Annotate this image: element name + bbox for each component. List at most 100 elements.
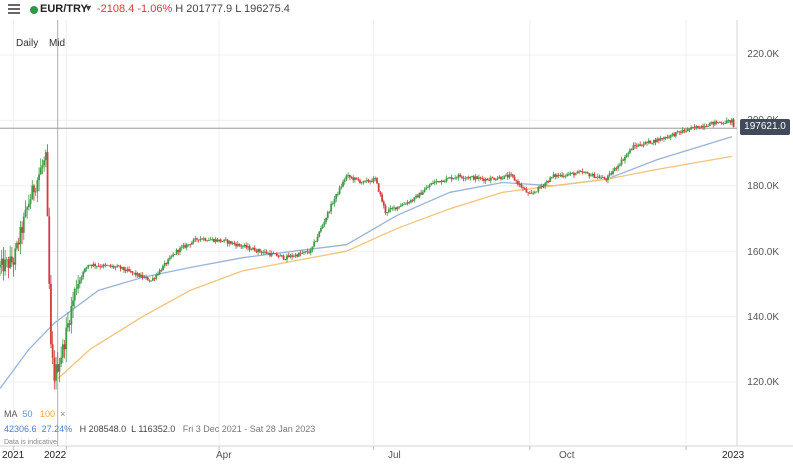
ma-period-slow[interactable]: 100 bbox=[40, 409, 56, 419]
candle-body bbox=[150, 280, 153, 282]
candle-body bbox=[48, 216, 51, 284]
candle-body bbox=[348, 175, 351, 178]
candle-body bbox=[605, 178, 608, 181]
candle-body bbox=[535, 191, 538, 193]
candle-body bbox=[579, 171, 582, 173]
candle-body bbox=[642, 144, 645, 146]
candle-body bbox=[722, 123, 725, 125]
candle-body bbox=[68, 323, 71, 325]
candle-body bbox=[471, 176, 473, 178]
candle-body bbox=[634, 145, 637, 146]
candle-body bbox=[455, 177, 458, 179]
candle-body bbox=[556, 174, 558, 177]
candle-body bbox=[729, 120, 732, 123]
candle-body bbox=[31, 185, 34, 200]
candle-body bbox=[607, 175, 609, 181]
y-tick-label: 120.0K bbox=[747, 377, 779, 388]
candle-body bbox=[528, 192, 531, 194]
candle-body bbox=[258, 249, 261, 252]
candle-body bbox=[610, 173, 613, 175]
candle-body bbox=[175, 249, 178, 255]
candle-body bbox=[656, 138, 659, 143]
candle-body bbox=[10, 256, 13, 263]
candle-body bbox=[654, 139, 657, 143]
candle-body bbox=[123, 267, 125, 271]
timeframe-daily[interactable]: Daily bbox=[16, 38, 39, 49]
candle-body bbox=[153, 278, 156, 279]
candle-body bbox=[659, 138, 662, 141]
candle-body bbox=[218, 239, 220, 242]
candle-body bbox=[29, 199, 32, 204]
candle-body bbox=[119, 266, 122, 269]
candle-body bbox=[715, 121, 718, 124]
candle-body bbox=[647, 140, 650, 143]
menu-icon[interactable] bbox=[8, 4, 20, 14]
candle-body bbox=[489, 177, 492, 181]
x-tick-label: Jul bbox=[388, 450, 401, 461]
candle-body bbox=[106, 265, 108, 266]
candle-body bbox=[683, 130, 686, 132]
candle-body bbox=[581, 171, 584, 173]
candle-body bbox=[328, 211, 331, 213]
candle-body bbox=[618, 164, 621, 166]
price-change-pct: -1.06% bbox=[137, 3, 173, 15]
chevron-down-icon[interactable]: ▼ bbox=[84, 3, 93, 13]
candle-body bbox=[411, 200, 414, 201]
candle-body bbox=[190, 242, 193, 245]
candle-body bbox=[345, 175, 348, 180]
candle-body bbox=[126, 269, 129, 272]
ma-period-fast[interactable]: 50 bbox=[22, 409, 33, 419]
candle-body bbox=[291, 255, 293, 257]
candle-body bbox=[196, 238, 198, 240]
timeframe-mid[interactable]: Mid bbox=[49, 38, 66, 49]
candle-body bbox=[450, 177, 453, 180]
candle-body bbox=[617, 165, 620, 169]
candle-body bbox=[698, 128, 701, 129]
candle-body bbox=[301, 252, 304, 254]
candle-body bbox=[732, 119, 735, 127]
candle-body bbox=[97, 265, 100, 267]
candle-body bbox=[207, 240, 210, 241]
candle-body bbox=[477, 177, 480, 179]
candle-body bbox=[644, 142, 647, 145]
candle-body bbox=[666, 136, 669, 139]
date-range: Fri 3 Dec 2021 - Sat 28 Jan 2023 bbox=[182, 424, 316, 434]
candle-body bbox=[498, 176, 501, 179]
close-icon[interactable]: × bbox=[60, 409, 66, 419]
candle-body bbox=[338, 187, 341, 194]
candle-body bbox=[128, 269, 130, 272]
candle-body bbox=[357, 178, 360, 181]
candle-body bbox=[466, 177, 468, 179]
candle-body bbox=[82, 271, 85, 277]
candle-body bbox=[371, 181, 373, 183]
market-open-dot-icon bbox=[30, 6, 38, 14]
candle-body bbox=[202, 238, 205, 240]
candle-body bbox=[549, 177, 552, 182]
candle-body bbox=[396, 206, 399, 210]
candle-body bbox=[252, 247, 254, 250]
candle-body bbox=[304, 251, 307, 253]
candle-body bbox=[21, 227, 23, 233]
candle-body bbox=[109, 265, 112, 267]
candle-body bbox=[639, 144, 642, 146]
candle-body bbox=[389, 208, 392, 210]
candle-body bbox=[376, 178, 378, 184]
x-tick-label: Apr bbox=[216, 450, 232, 461]
candle-body bbox=[162, 265, 164, 271]
candle-body bbox=[695, 126, 698, 128]
candle-body bbox=[387, 209, 390, 213]
candle-body bbox=[245, 244, 248, 248]
candle-body bbox=[112, 266, 115, 268]
candle-body bbox=[72, 300, 74, 307]
candle-body bbox=[7, 259, 10, 268]
candle-body bbox=[374, 178, 377, 179]
candle-body bbox=[2, 258, 5, 272]
candle-body bbox=[367, 179, 370, 182]
candle-body bbox=[418, 192, 421, 198]
candle-body bbox=[231, 242, 234, 244]
instrument-symbol[interactable]: EUR/TRY bbox=[40, 3, 88, 15]
candle-body bbox=[170, 256, 173, 258]
candle-body bbox=[143, 277, 146, 278]
candle-body bbox=[247, 246, 249, 248]
